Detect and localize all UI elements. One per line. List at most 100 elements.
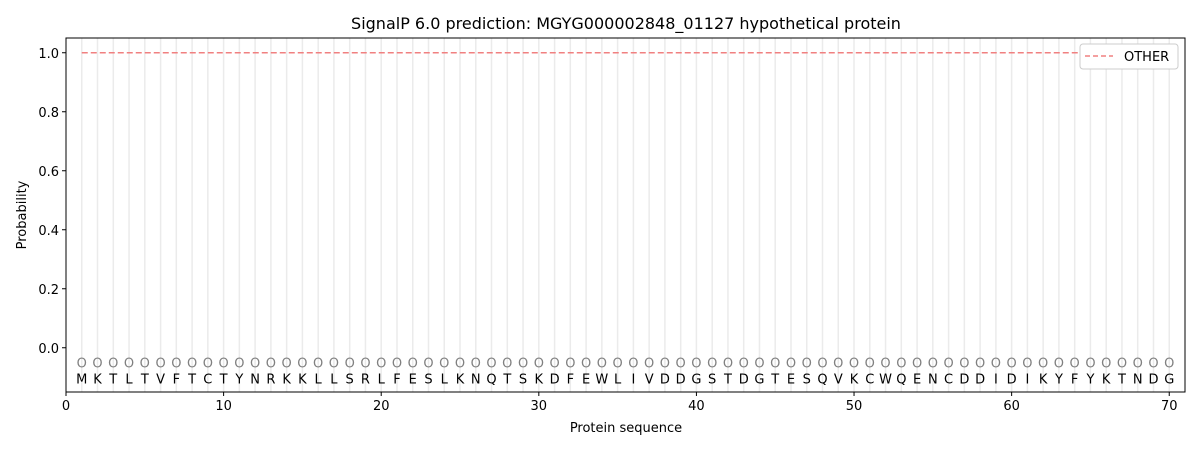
region-label: O bbox=[455, 357, 465, 372]
region-label: O bbox=[297, 357, 307, 372]
region-label: O bbox=[502, 357, 512, 372]
x-tick-label: 0 bbox=[62, 399, 70, 414]
residue-label: K bbox=[456, 372, 465, 387]
region-label: O bbox=[345, 357, 355, 372]
region-label: O bbox=[865, 357, 875, 372]
region-label: O bbox=[802, 357, 812, 372]
region-label: O bbox=[1101, 357, 1111, 372]
residue-label: Q bbox=[486, 372, 496, 387]
region-label: O bbox=[92, 357, 102, 372]
region-label: O bbox=[218, 357, 228, 372]
region-label: O bbox=[896, 357, 906, 372]
residue-label: Y bbox=[234, 372, 243, 387]
residue-label: Q bbox=[817, 372, 827, 387]
region-label: O bbox=[140, 357, 150, 372]
region-label: O bbox=[534, 357, 544, 372]
region-label: O bbox=[1038, 357, 1048, 372]
residue-label: S bbox=[519, 372, 527, 387]
residue-label: E bbox=[409, 372, 417, 387]
residue-label: V bbox=[645, 372, 654, 387]
residue-label: D bbox=[550, 372, 560, 387]
residue-label: N bbox=[471, 372, 481, 387]
region-label: O bbox=[471, 357, 481, 372]
residue-label: L bbox=[315, 372, 323, 387]
residue-label: V bbox=[156, 372, 165, 387]
region-label: O bbox=[565, 357, 575, 372]
region-label: O bbox=[282, 357, 292, 372]
region-label: O bbox=[644, 357, 654, 372]
residue-label: M bbox=[76, 372, 87, 387]
residue-label: W bbox=[879, 372, 892, 387]
region-label: O bbox=[975, 357, 985, 372]
region-label: O bbox=[786, 357, 796, 372]
y-tick-label: 0.6 bbox=[38, 165, 59, 180]
region-label: O bbox=[313, 357, 323, 372]
residue-label: K bbox=[850, 372, 859, 387]
residue-label: W bbox=[595, 372, 608, 387]
residue-label: F bbox=[1071, 372, 1078, 387]
residue-label: K bbox=[282, 372, 291, 387]
residue-label: I bbox=[994, 372, 998, 387]
region-label: O bbox=[581, 357, 591, 372]
residue-label: S bbox=[346, 372, 354, 387]
residue-label: I bbox=[1025, 372, 1029, 387]
residue-label: E bbox=[787, 372, 795, 387]
residue-label: F bbox=[393, 372, 400, 387]
x-tick-label: 40 bbox=[688, 399, 705, 414]
region-label: O bbox=[660, 357, 670, 372]
region-label: O bbox=[613, 357, 623, 372]
region-label: O bbox=[723, 357, 733, 372]
residue-label: Y bbox=[1085, 372, 1094, 387]
residue-label: L bbox=[441, 372, 449, 387]
region-label: O bbox=[991, 357, 1001, 372]
residue-label: T bbox=[187, 372, 196, 387]
region-label: O bbox=[124, 357, 134, 372]
region-label: O bbox=[77, 357, 87, 372]
region-label: O bbox=[1133, 357, 1143, 372]
residue-label: S bbox=[708, 372, 716, 387]
region-label: O bbox=[155, 357, 165, 372]
x-tick-label: 10 bbox=[215, 399, 232, 414]
region-label: O bbox=[1022, 357, 1032, 372]
residue-label: F bbox=[173, 372, 180, 387]
region-label: O bbox=[849, 357, 859, 372]
region-label: O bbox=[770, 357, 780, 372]
region-label: O bbox=[676, 357, 686, 372]
legend-label-other: OTHER bbox=[1124, 50, 1169, 65]
x-axis: 0 10 20 30 40 50 60 70 bbox=[62, 392, 1178, 414]
region-label: O bbox=[1054, 357, 1064, 372]
residue-label: T bbox=[140, 372, 149, 387]
plot-area-frame bbox=[65, 37, 1186, 393]
region-label: O bbox=[1117, 357, 1127, 372]
region-label: O bbox=[628, 357, 638, 372]
residue-label: N bbox=[1133, 372, 1143, 387]
region-label: O bbox=[266, 357, 276, 372]
region-label: O bbox=[187, 357, 197, 372]
region-label: O bbox=[833, 357, 843, 372]
residue-label: D bbox=[739, 372, 749, 387]
residue-label: T bbox=[502, 372, 511, 387]
residue-label: D bbox=[975, 372, 985, 387]
residue-label: K bbox=[93, 372, 102, 387]
region-label: O bbox=[1070, 357, 1080, 372]
region-label: O bbox=[928, 357, 938, 372]
legend-frame bbox=[1079, 43, 1179, 70]
residue-label: E bbox=[582, 372, 590, 387]
region-label: O bbox=[817, 357, 827, 372]
y-tick-label: 0.4 bbox=[38, 224, 59, 239]
residue-label: V bbox=[834, 372, 843, 387]
residue-label: D bbox=[660, 372, 670, 387]
region-label: O bbox=[943, 357, 953, 372]
legend: OTHER bbox=[1079, 43, 1179, 70]
residue-label: K bbox=[535, 372, 544, 387]
residue-label: I bbox=[631, 372, 635, 387]
residue-label: L bbox=[125, 372, 133, 387]
residue-label: N bbox=[250, 372, 260, 387]
region-label: O bbox=[1007, 357, 1017, 372]
region-label: O bbox=[597, 357, 607, 372]
y-tick-label: 1.0 bbox=[38, 47, 59, 62]
residue-label: T bbox=[108, 372, 117, 387]
residue-label: C bbox=[203, 372, 212, 387]
region-label: O bbox=[691, 357, 701, 372]
